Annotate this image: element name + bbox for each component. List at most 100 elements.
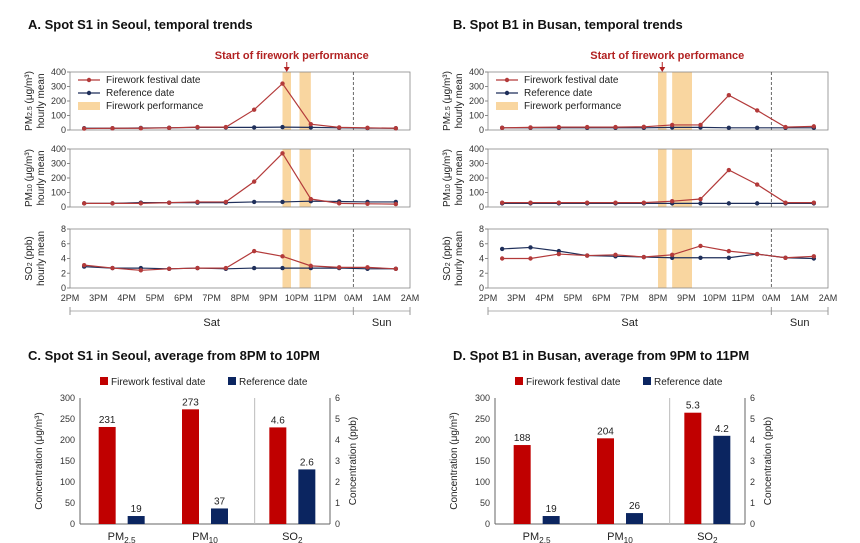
panel-a-festival-point	[308, 263, 314, 269]
panel-b-xtick-label: 10PM	[703, 293, 727, 303]
panel-d-bar-reference	[626, 513, 643, 524]
panel-d-category-label: SO2	[697, 531, 718, 543]
panel-c-bar-reference	[298, 469, 316, 524]
panel-d-legend-swatch-festival	[515, 377, 523, 385]
panel-b-festival-point	[499, 200, 505, 205]
panel-b-performance-band	[672, 149, 692, 207]
panel-a-reference-line	[84, 266, 396, 270]
panel-a-xtick-label: 7PM	[202, 293, 221, 303]
panel-a-ytick-label: 200	[51, 96, 66, 106]
panel-a-festival-point	[308, 122, 314, 127]
panel-a-xtick-label: 6PM	[174, 293, 193, 303]
panel-a-festival-point	[336, 201, 342, 206]
panel-d-data-label: 19	[546, 504, 558, 515]
panel-a-ytick-label: 4	[61, 254, 66, 264]
panel-d-ytick-right: 0	[750, 519, 755, 529]
panel-c-bar-festival	[98, 426, 116, 524]
panel-a-ytick-label: 0	[61, 283, 66, 293]
panel-b-xtick-label: 11PM	[732, 293, 755, 303]
panel-d-bar-festival	[597, 438, 614, 524]
panel-d-data-label: 188	[514, 433, 531, 444]
panel-b-festival-point	[584, 200, 590, 205]
panel-a-ylabel: SO2 (ppb) hourly mean	[24, 231, 47, 286]
panel-b-ytick-label: 400	[469, 67, 484, 77]
panel-a-ytick-label: 8	[61, 224, 66, 234]
panel-b-ytick-label: 0	[479, 202, 484, 212]
panel-b-reference-point	[499, 246, 505, 252]
panel-d-category-label: PM10	[607, 531, 633, 543]
panel-a-festival-point	[223, 199, 229, 205]
panel-a-festival-point	[251, 107, 257, 112]
panel-b-xtick-label: 2AM	[819, 293, 838, 303]
panel-b-festival-point	[641, 200, 647, 205]
panel-d-bar-festival	[513, 445, 531, 524]
panel-a-legend-label: Reference date	[106, 88, 175, 99]
panel-b-reference-point	[754, 125, 760, 131]
panel-a-ytick-label: 100	[51, 188, 66, 198]
panel-c-ytick-right: 6	[335, 393, 340, 403]
panel-b-festival-point	[499, 125, 505, 131]
panel-d-ytick-right: 1	[750, 498, 755, 508]
panel-c-bar-reference	[127, 516, 145, 524]
panel-a-reference-point	[280, 199, 285, 205]
panel-b-reference-point	[698, 201, 703, 206]
panel-a-festival-point	[81, 126, 87, 131]
panel-c-data-label: 37	[214, 496, 226, 507]
panel-a-festival-point	[365, 201, 370, 207]
panel-b-festival-point	[641, 254, 647, 260]
panel-b-reference-point	[528, 245, 533, 250]
panel-b-ytick-label: 100	[469, 188, 484, 198]
panel-b-performance-band	[658, 229, 667, 288]
panel-c-ytick-left: 200	[60, 435, 75, 445]
panel-b-performance-band	[658, 72, 667, 130]
panel-b-ytick-label: 8	[479, 224, 484, 234]
panel-a-festival-point	[195, 124, 200, 130]
panel-b-ytick-label: 400	[469, 144, 484, 154]
panel-b-festival-line	[502, 94, 814, 129]
panel-b-xtick-label: 2PM	[479, 293, 498, 303]
panel-a-xtick-label: 11PM	[314, 293, 337, 303]
panel-b-ytick-label: 6	[479, 239, 484, 249]
panel-c-bar-festival	[269, 427, 287, 524]
panel-a-festival-point	[336, 265, 342, 270]
panel-b-reference-point	[726, 255, 732, 260]
panel-b-festival-point	[584, 124, 590, 130]
panel-d-ytick-left: 200	[475, 435, 490, 445]
panel-d-data-label: 4.2	[715, 424, 729, 435]
panel-b-festival-point	[783, 255, 788, 260]
panel-a-festival-point	[110, 201, 115, 206]
panel-b-day-label: Sat	[621, 317, 638, 329]
panel-b-ylabel-line: PM2.5 (μg/m³)	[442, 71, 453, 131]
panel-d-ytick-left: 150	[475, 456, 490, 466]
panel-d-bar-reference	[713, 435, 731, 524]
panel-a-festival-line	[84, 152, 396, 205]
panel-a-legend-swatch-performance	[78, 102, 100, 110]
panel-a-xtick-label: 2AM	[401, 293, 420, 303]
panel-a-day-label: Sun	[372, 317, 392, 329]
panel-d-ytick-right: 4	[750, 435, 755, 445]
panel-d-ylabel-left: Concentration (μg/m³)	[449, 412, 460, 509]
panel-b-festival-point	[669, 252, 675, 258]
panel-c-data-label: 4.6	[271, 415, 285, 426]
panel-d-title: D. Spot B1 in Busan, average from 9PM to…	[453, 348, 749, 363]
panel-b-ytick-label: 0	[479, 283, 484, 293]
panel-c-legend-swatch-festival	[100, 377, 108, 385]
panel-d-data-label: 26	[629, 501, 641, 512]
panel-c-ytick-right: 0	[335, 519, 340, 529]
panel-b-festival-point	[698, 122, 703, 128]
panel-a-xtick-label: 0AM	[344, 293, 363, 303]
panel-b-reference-point	[726, 201, 732, 206]
panel-a-reference-line	[84, 200, 396, 204]
panel-b-festival-point	[641, 124, 647, 130]
panel-b-festival-point	[783, 124, 788, 130]
panel-b-annotation: Start of firework performance	[590, 50, 744, 62]
panel-a-festival-point	[280, 151, 285, 156]
panel-a-ylabel-line: PM10 (μg/m³)	[24, 149, 35, 207]
panel-b-ylabel: PM2.5 (μg/m³) hourly mean	[442, 71, 465, 131]
panel-a-reference-point	[251, 199, 257, 205]
panel-b-title: B. Spot B1 in Busan, temporal trends	[453, 17, 683, 32]
panel-a-festival-point	[110, 126, 115, 131]
panel-b-festival-point	[698, 243, 703, 249]
panel-d-ytick-right: 3	[750, 456, 755, 466]
panel-b-festival-point	[698, 196, 703, 202]
